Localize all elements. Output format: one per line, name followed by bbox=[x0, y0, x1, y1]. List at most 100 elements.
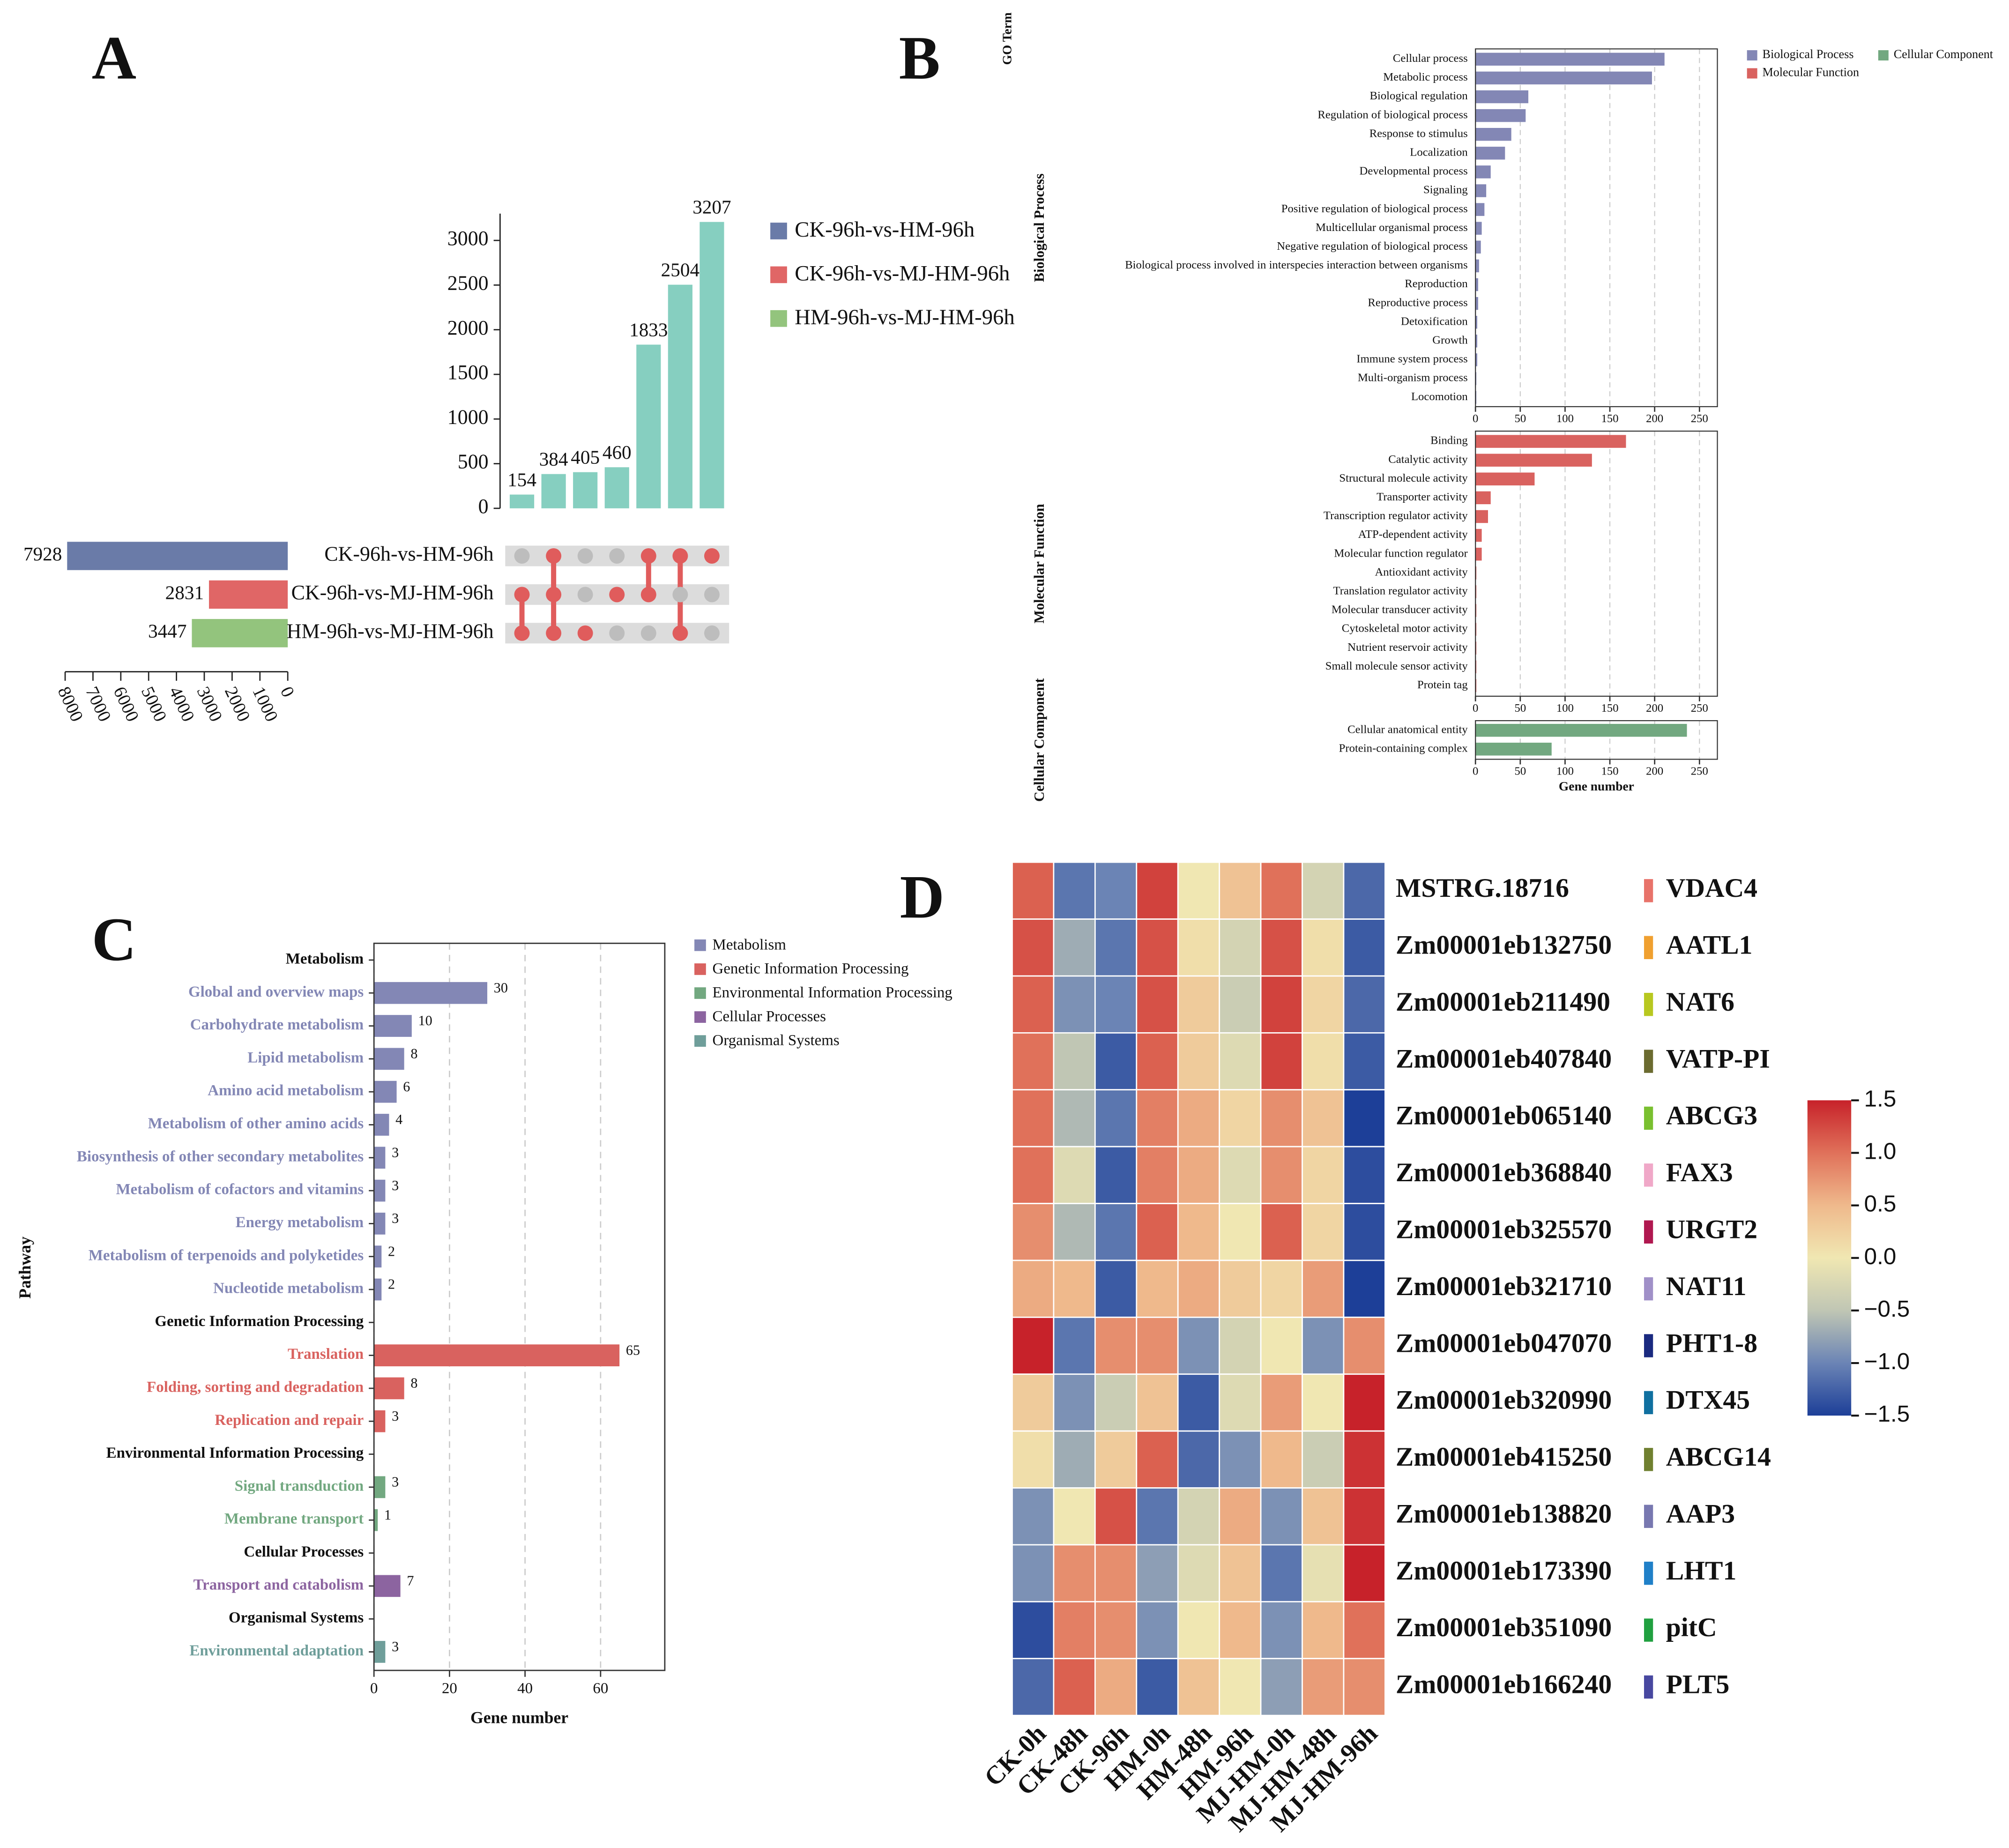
set-size-bar bbox=[67, 542, 288, 570]
heatmap-cell bbox=[1094, 1658, 1138, 1716]
heatmap-cell bbox=[1343, 1089, 1386, 1148]
set-size-label: 3447 bbox=[148, 620, 186, 642]
heatmap-cell bbox=[1260, 1259, 1303, 1318]
row-label: Zm00001eb138820 bbox=[1396, 1499, 1612, 1528]
heatmap-cell bbox=[1136, 918, 1179, 977]
category-label: Nutrient reservoir activity bbox=[1347, 641, 1468, 654]
heatmap-cell bbox=[1136, 1601, 1179, 1660]
intersection-bar bbox=[541, 474, 566, 508]
heatmap-cell bbox=[1136, 1373, 1179, 1432]
heatmap-cell bbox=[1094, 1544, 1138, 1602]
bar bbox=[374, 1344, 620, 1366]
bar bbox=[1475, 90, 1529, 104]
row-label: Zm00001eb320990 bbox=[1396, 1386, 1612, 1415]
bar-value-label: 8 bbox=[410, 1375, 417, 1391]
heatmap-cell bbox=[1219, 1316, 1262, 1375]
colorbar-tick-label: 1.5 bbox=[1864, 1086, 1897, 1111]
heatmap-cell bbox=[1136, 1146, 1179, 1204]
heatmap-cell bbox=[1177, 1601, 1220, 1660]
category-label: Protein-containing complex bbox=[1339, 742, 1468, 754]
heatmap-cell bbox=[1219, 1032, 1262, 1091]
row-label: Zm00001eb407840 bbox=[1396, 1044, 1612, 1073]
heatmap-cell bbox=[1343, 1032, 1386, 1091]
legend-swatch bbox=[1878, 50, 1889, 61]
legend-label: Environmental Information Processing bbox=[713, 984, 952, 1001]
bar bbox=[1475, 259, 1479, 273]
bar-value-label: 7 bbox=[407, 1573, 414, 1589]
heatmap-cell bbox=[1343, 1373, 1386, 1432]
heatmap-cell bbox=[1343, 1487, 1386, 1546]
heatmap-cell bbox=[1094, 1601, 1138, 1660]
row-label: Zm00001eb132750 bbox=[1396, 930, 1612, 960]
heatmap-cell bbox=[1219, 975, 1262, 1034]
x-tick-label: 200 bbox=[1646, 412, 1663, 425]
category-label: Immune system process bbox=[1356, 353, 1467, 365]
bar bbox=[1475, 184, 1487, 197]
bar-value-label: 2 bbox=[388, 1276, 395, 1292]
heatmap-cell bbox=[1177, 1487, 1220, 1546]
matrix-dot bbox=[577, 625, 593, 641]
row-label: Zm00001eb321710 bbox=[1396, 1272, 1612, 1301]
heatmap-cell bbox=[1343, 918, 1386, 977]
matrix-dot bbox=[609, 587, 625, 603]
legend-swatch bbox=[770, 223, 787, 239]
heatmap-cell bbox=[1219, 1544, 1262, 1602]
set-size-label: 2831 bbox=[165, 581, 204, 603]
category-label: Translation regulator activity bbox=[1333, 585, 1468, 597]
heatmap-cell bbox=[1302, 1146, 1345, 1204]
heatmap-cell bbox=[1094, 1430, 1138, 1489]
x-tick-label: 100 bbox=[1556, 765, 1574, 778]
set-name: CK-96h-vs-MJ-HM-96h bbox=[291, 581, 494, 604]
category-label: Multi-organism process bbox=[1358, 372, 1468, 384]
bar bbox=[1475, 109, 1526, 122]
category-label: Growth bbox=[1432, 334, 1468, 346]
heatmap-cell bbox=[1012, 1601, 1055, 1660]
category-label: Protein tag bbox=[1417, 678, 1468, 691]
row-annotation-swatch bbox=[1644, 1334, 1653, 1357]
legend-swatch bbox=[770, 310, 787, 327]
bar-value-label: 1 bbox=[384, 1507, 391, 1523]
bar bbox=[374, 1509, 378, 1531]
legend-label: Molecular Function bbox=[1763, 66, 1859, 79]
y-tick-label: 1000 bbox=[447, 405, 489, 428]
heatmap-cell bbox=[1260, 1032, 1303, 1091]
heatmap-cell bbox=[1219, 861, 1262, 920]
heatmap-cell bbox=[1260, 918, 1303, 977]
facet-label: Biological Process bbox=[1031, 173, 1047, 282]
bar bbox=[374, 1080, 397, 1103]
category-label: Folding, sorting and degradation bbox=[147, 1379, 364, 1396]
category-label: Negative regulation of biological proces… bbox=[1277, 240, 1467, 253]
row-annotation-swatch bbox=[1644, 1106, 1653, 1130]
set-size-bar bbox=[192, 619, 288, 648]
heatmap-cell bbox=[1343, 1259, 1386, 1318]
bar-value-label: 460 bbox=[603, 441, 632, 463]
category-label: Nucleotide metabolism bbox=[213, 1280, 364, 1297]
heatmap-cell bbox=[1053, 918, 1096, 977]
heatmap-cell bbox=[1177, 1032, 1220, 1091]
heatmap-cell bbox=[1012, 1373, 1055, 1432]
category-label: ATP-dependent activity bbox=[1358, 528, 1468, 541]
row-annotation-swatch bbox=[1644, 936, 1653, 959]
x-tick-label: 200 bbox=[1646, 702, 1663, 715]
matrix-dot bbox=[514, 587, 530, 603]
bar-value-label: 6 bbox=[403, 1079, 410, 1095]
category-label: Replication and repair bbox=[215, 1412, 364, 1429]
bar bbox=[1475, 240, 1481, 254]
row-annotation-swatch bbox=[1644, 1618, 1653, 1642]
heatmap-cell bbox=[1302, 1544, 1345, 1602]
row-annotation-label: AAP3 bbox=[1666, 1499, 1735, 1528]
colorbar-tick-label: 0.5 bbox=[1864, 1191, 1897, 1217]
bar bbox=[1475, 510, 1488, 523]
category-label: Metabolism of cofactors and vitamins bbox=[116, 1181, 364, 1198]
bar-value-label: 3 bbox=[392, 1474, 399, 1490]
heatmap-cell bbox=[1177, 1089, 1220, 1148]
x-tick-label: 20 bbox=[442, 1680, 457, 1697]
bar bbox=[1475, 547, 1482, 561]
bar bbox=[1475, 297, 1478, 310]
heatmap-cell bbox=[1177, 975, 1220, 1034]
heatmap-cell bbox=[1260, 1487, 1303, 1546]
bar bbox=[374, 1245, 382, 1268]
group-header: Metabolism bbox=[286, 950, 364, 967]
bar bbox=[374, 1015, 412, 1037]
row-annotation-swatch bbox=[1644, 1050, 1653, 1073]
